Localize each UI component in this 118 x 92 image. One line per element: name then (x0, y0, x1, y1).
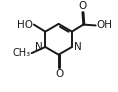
Text: N: N (74, 42, 82, 52)
Text: CH₃: CH₃ (13, 48, 31, 58)
Text: N: N (35, 42, 43, 52)
Text: OH: OH (97, 20, 112, 30)
Text: O: O (78, 1, 87, 11)
Text: HO: HO (17, 20, 33, 30)
Text: O: O (55, 69, 64, 79)
